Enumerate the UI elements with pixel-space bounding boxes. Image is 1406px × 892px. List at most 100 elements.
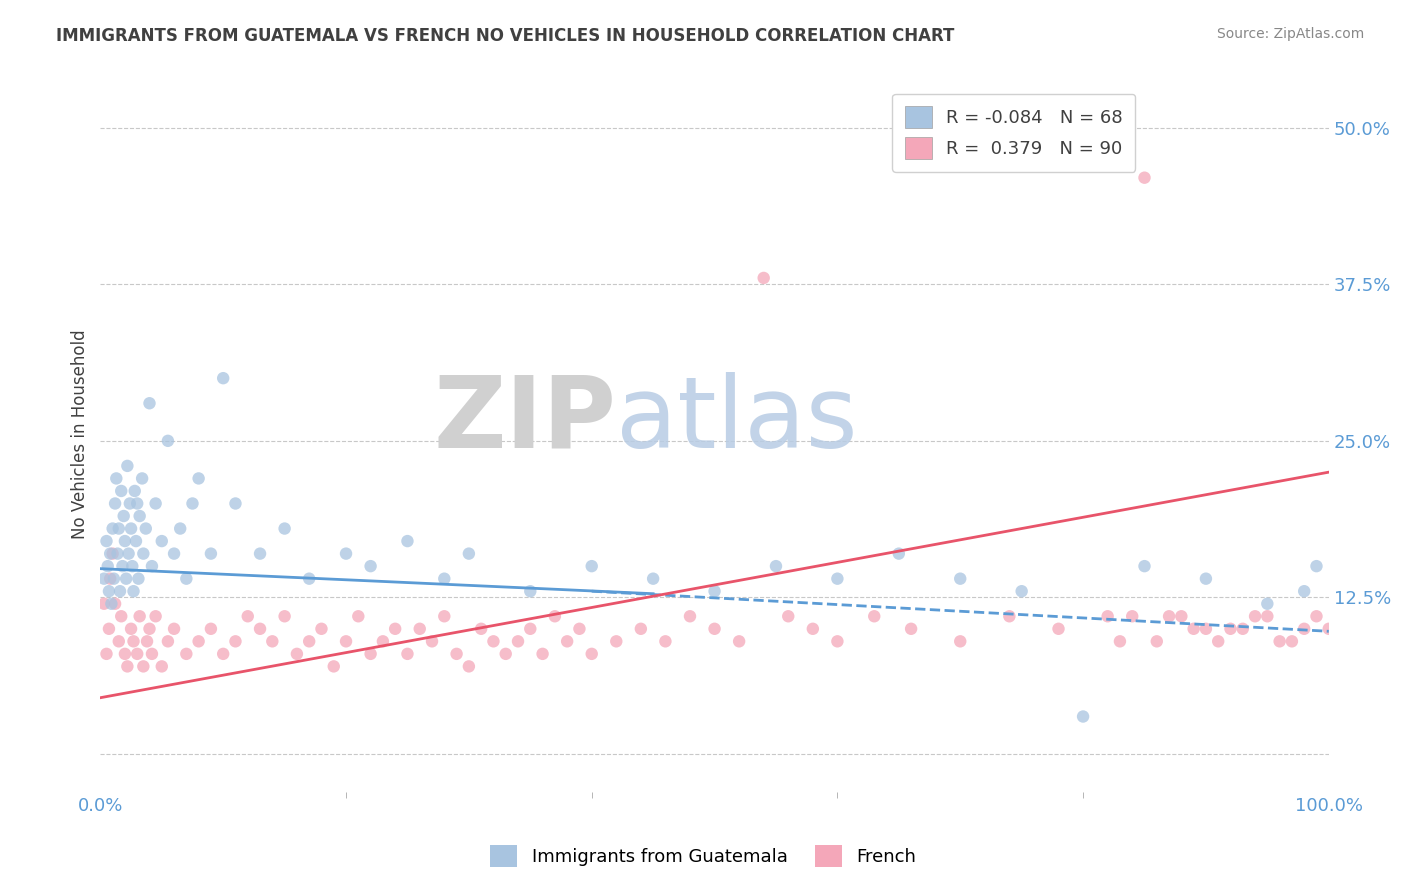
Point [949,572,972,586]
Point [654,634,676,648]
Point [212,647,235,661]
Point [519,622,541,636]
Point [446,647,468,661]
Point [630,622,652,636]
Point [145,496,167,510]
Point [163,547,186,561]
Point [101,547,124,561]
Point [249,622,271,636]
Point [107,522,129,536]
Point [156,634,179,648]
Point [581,559,603,574]
Point [311,622,333,636]
Point [115,572,138,586]
Point [200,547,222,561]
Point [273,609,295,624]
Point [122,584,145,599]
Point [200,622,222,636]
Point [187,634,209,648]
Point [132,547,155,561]
Point [1232,622,1254,636]
Point [335,547,357,561]
Point [107,634,129,648]
Point [827,572,849,586]
Point [111,559,134,574]
Point [141,647,163,661]
Point [1268,634,1291,648]
Point [457,547,479,561]
Point [110,483,132,498]
Point [249,547,271,561]
Point [900,622,922,636]
Point [322,659,344,673]
Point [420,634,443,648]
Point [470,622,492,636]
Point [127,572,149,586]
Point [1294,584,1316,599]
Point [97,559,120,574]
Point [1206,634,1229,648]
Point [169,522,191,536]
Point [212,371,235,385]
Point [187,471,209,485]
Point [1305,559,1327,574]
Point [335,634,357,648]
Point [409,622,432,636]
Point [1256,609,1278,624]
Point [181,496,204,510]
Point [643,572,665,586]
Point [105,471,128,485]
Point [163,622,186,636]
Point [433,572,456,586]
Point [863,609,886,624]
Point [141,559,163,574]
Point [224,634,246,648]
Text: atlas: atlas [616,372,858,469]
Point [110,609,132,624]
Point [1071,709,1094,723]
Point [117,547,139,561]
Point [98,547,121,561]
Point [482,634,505,648]
Point [112,508,135,523]
Point [384,622,406,636]
Point [1317,622,1340,636]
Point [1157,609,1180,624]
Point [156,434,179,448]
Point [96,534,118,549]
Point [1256,597,1278,611]
Point [107,547,129,561]
Point [97,584,120,599]
Point [703,622,725,636]
Point [138,396,160,410]
Point [96,647,118,661]
Point [104,496,127,510]
Point [150,659,173,673]
Point [121,559,143,574]
Point [506,634,529,648]
Point [298,572,321,586]
Point [519,584,541,599]
Point [1011,584,1033,599]
Point [679,609,702,624]
Point [887,547,910,561]
Point [1133,559,1156,574]
Point [544,609,567,624]
Point [285,647,308,661]
Text: IMMIGRANTS FROM GUATEMALA VS FRENCH NO VEHICLES IN HOUSEHOLD CORRELATION CHART: IMMIGRANTS FROM GUATEMALA VS FRENCH NO V… [56,27,955,45]
Point [396,647,419,661]
Point [117,458,139,473]
Text: ZIP: ZIP [433,372,616,469]
Point [122,634,145,648]
Point [396,534,419,549]
Point [150,534,173,549]
Point [103,572,125,586]
Y-axis label: No Vehicles in Household: No Vehicles in Household [72,330,89,540]
Point [728,634,751,648]
Point [97,622,120,636]
Point [127,647,149,661]
Point [347,609,370,624]
Point [949,634,972,648]
Legend: Immigrants from Guatemala, French: Immigrants from Guatemala, French [482,838,924,874]
Point [108,584,131,599]
